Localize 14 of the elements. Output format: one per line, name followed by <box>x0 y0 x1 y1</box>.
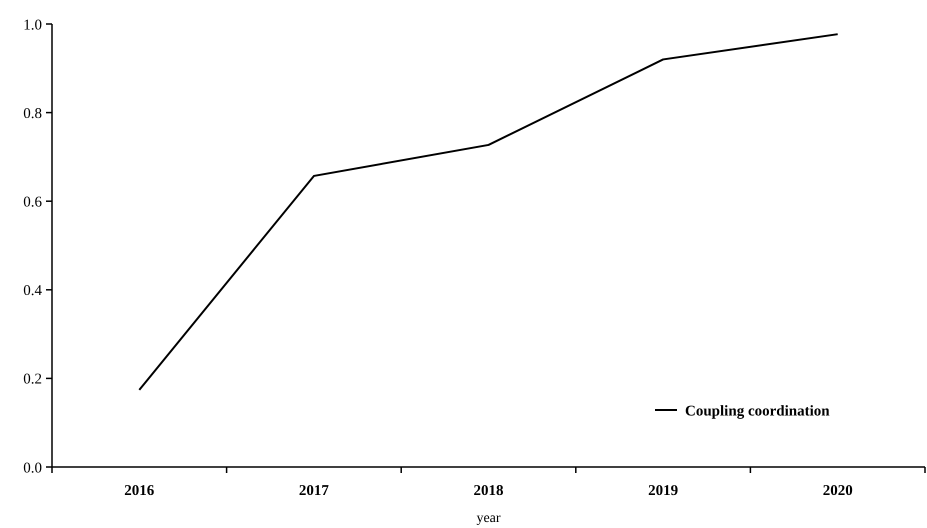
x-tick-label: 2016 <box>124 483 155 499</box>
y-tick-label: 0.2 <box>23 372 42 388</box>
y-tick-label: 1.0 <box>23 17 42 34</box>
y-tick-label: 0.8 <box>23 106 42 122</box>
y-tick-label: 0.4 <box>23 283 42 300</box>
line-series <box>138 33 839 391</box>
x-tick-label: 2017 <box>298 483 330 499</box>
x-tick-label: 2020 <box>822 483 853 499</box>
legend-label: Coupling coordination <box>685 403 830 420</box>
y-tick-label: 0.0 <box>23 460 42 476</box>
x-axis-title: year <box>476 511 501 526</box>
y-tick-label: 0.6 <box>23 194 42 210</box>
x-tick-label: 2019 <box>648 483 678 499</box>
x-tick-label: 2018 <box>474 483 504 499</box>
